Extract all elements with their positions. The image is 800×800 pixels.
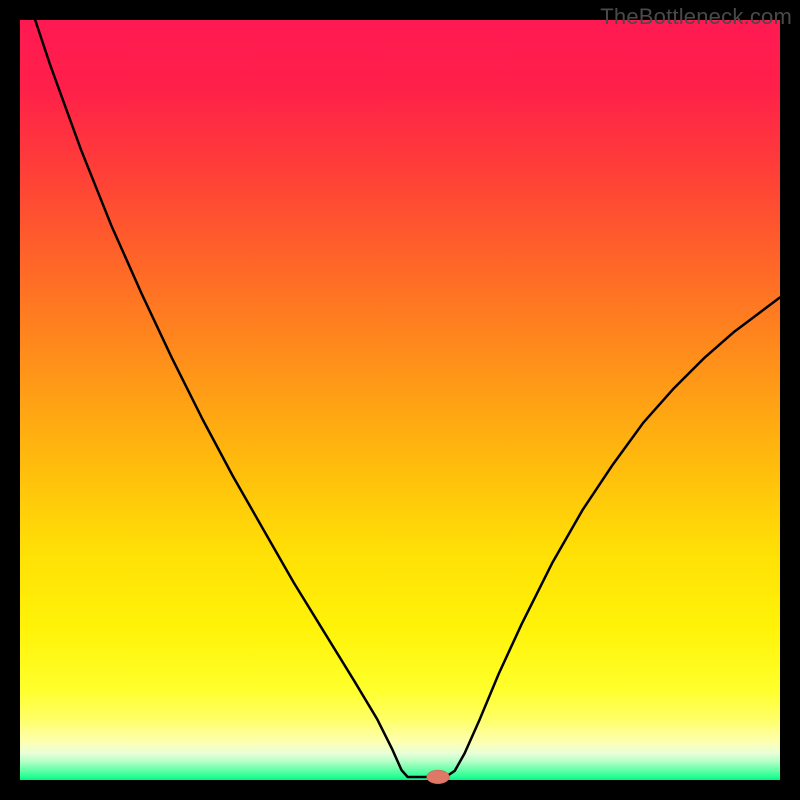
chart-svg <box>0 0 800 800</box>
optimal-point-marker <box>427 770 450 784</box>
watermark-text: TheBottleneck.com <box>600 4 792 30</box>
bottleneck-chart: TheBottleneck.com <box>0 0 800 800</box>
chart-gradient-background <box>20 20 780 780</box>
